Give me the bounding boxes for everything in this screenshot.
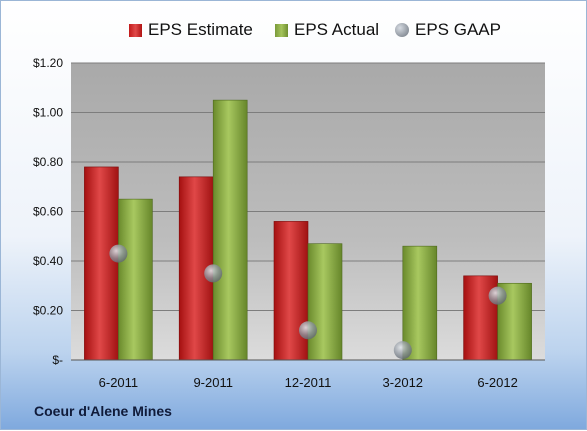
legend-item-estimate: EPS Estimate: [129, 17, 253, 43]
bar-eps-actual: [212, 99, 248, 361]
x-tick-label: 9-2011: [193, 375, 233, 390]
bar-eps-actual: [307, 243, 343, 361]
point-eps-gaap: [488, 286, 507, 305]
y-tick-label: $1.20: [33, 56, 63, 70]
y-tick-label: $0.60: [33, 205, 63, 219]
legend-swatch-actual: [275, 23, 288, 37]
legend-label-gaap: EPS GAAP: [415, 20, 501, 39]
legend-swatch-estimate: [129, 23, 142, 37]
x-tick-label: 6-2011: [99, 375, 139, 390]
bar-eps-actual: [402, 245, 438, 361]
x-tick-label: 3-2012: [383, 375, 423, 390]
point-eps-gaap: [204, 264, 223, 283]
legend-label-actual: EPS Actual: [294, 20, 380, 39]
bar-eps-actual: [118, 198, 153, 361]
y-tick-label: $0.80: [33, 155, 63, 169]
legend-swatch-gaap: [395, 23, 409, 37]
y-tick-label: $-: [52, 353, 63, 367]
x-tick-label: 6-2012: [477, 375, 517, 390]
bar-eps-estimate: [273, 221, 309, 361]
company-name: Coeur d'Alene Mines: [34, 403, 172, 419]
point-eps-gaap: [393, 341, 412, 360]
legend-item-actual: EPS Actual: [275, 17, 379, 43]
y-tick-label: $1.00: [33, 106, 63, 120]
legend-label-estimate: EPS Estimate: [148, 20, 253, 39]
point-eps-gaap: [109, 244, 128, 263]
y-tick-label: $0.20: [33, 304, 63, 318]
legend-item-gaap: EPS GAAP: [395, 17, 501, 43]
point-eps-gaap: [299, 321, 317, 340]
y-tick-label: $0.40: [33, 254, 63, 268]
bar-eps-estimate: [84, 166, 119, 361]
legend: EPS Estimate EPS Actual EPS GAAP: [1, 17, 587, 43]
x-tick-label: 12-2011: [285, 375, 332, 390]
